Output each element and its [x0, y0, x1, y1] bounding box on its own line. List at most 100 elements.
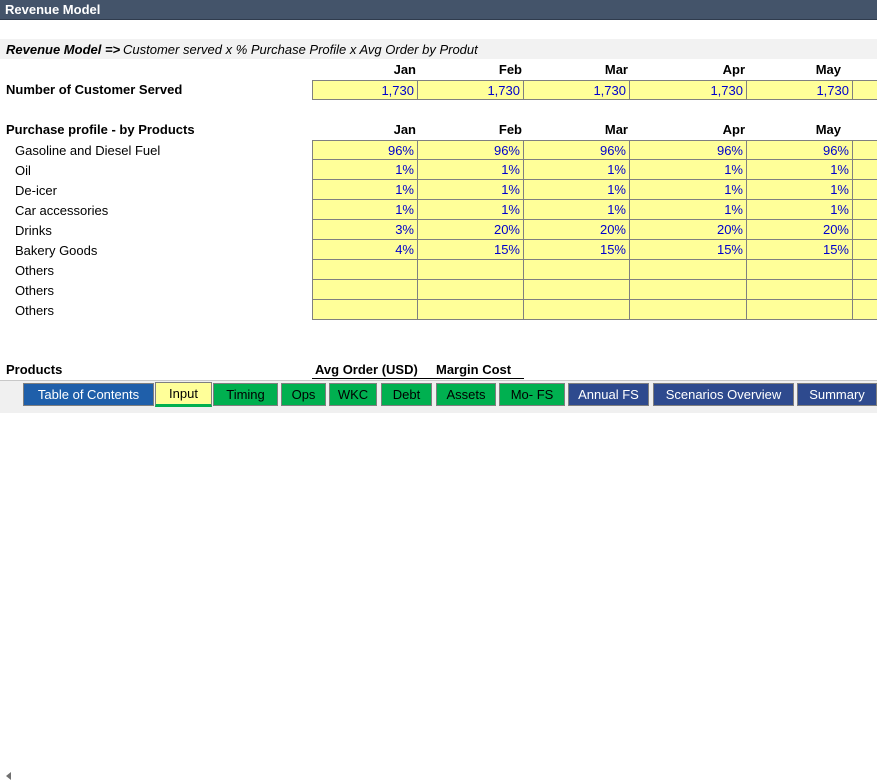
- profile-cell[interactable]: [312, 280, 418, 300]
- customers-cell-3[interactable]: 1,730: [630, 80, 747, 100]
- profile-cell[interactable]: 20%: [747, 220, 853, 240]
- profile-cell-overflow[interactable]: [853, 200, 877, 220]
- profile-cell[interactable]: 96%: [630, 140, 747, 160]
- profile-cell[interactable]: 20%: [524, 220, 630, 240]
- margin-cost-header: Margin Cost: [436, 362, 512, 377]
- profile-row-label: Car accessories: [15, 203, 109, 218]
- formula-band: Revenue Model => Customer served x % Pur…: [0, 39, 877, 59]
- profile-cell[interactable]: [747, 280, 853, 300]
- formula-bold: Revenue Model =>: [6, 42, 121, 57]
- profile-row-label: Oil: [15, 163, 31, 178]
- customers-cell-2[interactable]: 1,730: [524, 80, 630, 100]
- customers-cell-0[interactable]: 1,730: [312, 80, 418, 100]
- month-header-2-0: Jan: [393, 122, 416, 137]
- profile-cell[interactable]: [524, 280, 630, 300]
- month-header-1-2: Mar: [604, 62, 628, 77]
- profile-cell[interactable]: [418, 300, 524, 320]
- profile-cell[interactable]: [747, 300, 853, 320]
- profile-cell[interactable]: [630, 260, 747, 280]
- month-header-1-1: Feb: [498, 62, 522, 77]
- profile-cell[interactable]: 15%: [630, 240, 747, 260]
- profile-row-label: Gasoline and Diesel Fuel: [15, 143, 161, 158]
- profile-label: Purchase profile - by Products: [6, 122, 195, 137]
- profile-cell[interactable]: 20%: [418, 220, 524, 240]
- profile-cell-overflow[interactable]: [853, 240, 877, 260]
- profile-cell-overflow[interactable]: [853, 140, 877, 160]
- profile-cell[interactable]: 1%: [524, 200, 630, 220]
- profile-cell[interactable]: [630, 300, 747, 320]
- profile-cell[interactable]: [418, 280, 524, 300]
- profile-cell[interactable]: 96%: [524, 140, 630, 160]
- profile-cell[interactable]: 96%: [418, 140, 524, 160]
- profile-row-label: Bakery Goods: [15, 243, 98, 258]
- profile-cell[interactable]: 1%: [418, 200, 524, 220]
- products-header-underline: [312, 378, 524, 379]
- profile-row-label: De-icer: [15, 183, 57, 198]
- profile-cell[interactable]: 1%: [747, 200, 853, 220]
- profile-cell-overflow[interactable]: [853, 280, 877, 300]
- tab-summary[interactable]: Summary: [797, 383, 877, 406]
- profile-cell[interactable]: 15%: [524, 240, 630, 260]
- customers-cell-1[interactable]: 1,730: [418, 80, 524, 100]
- month-header-1-4: May: [815, 62, 841, 77]
- tab-mo-fs[interactable]: Mo- FS: [499, 383, 565, 406]
- profile-row-label: Drinks: [15, 223, 52, 238]
- sheet-title: Revenue Model: [5, 2, 101, 17]
- tab-input[interactable]: Input: [155, 382, 212, 407]
- profile-cell[interactable]: [312, 300, 418, 320]
- profile-cell[interactable]: [312, 260, 418, 280]
- profile-cell[interactable]: 1%: [630, 200, 747, 220]
- profile-row-label: Others: [15, 283, 55, 298]
- tab-assets[interactable]: Assets: [436, 383, 496, 406]
- tab-timing[interactable]: Timing: [213, 383, 278, 406]
- profile-cell-overflow[interactable]: [853, 220, 877, 240]
- profile-row-label: Others: [15, 263, 55, 278]
- profile-cell[interactable]: 1%: [418, 160, 524, 180]
- customers-cell-overflow[interactable]: [853, 80, 877, 100]
- tab-wkc[interactable]: WKC: [329, 383, 377, 406]
- customers-label: Number of Customer Served: [6, 82, 183, 97]
- profile-cell[interactable]: 1%: [524, 180, 630, 200]
- products-label: Products: [6, 362, 63, 377]
- tab-ops[interactable]: Ops: [281, 383, 326, 406]
- profile-cell[interactable]: 96%: [747, 140, 853, 160]
- profile-cell[interactable]: 20%: [630, 220, 747, 240]
- profile-cell[interactable]: 1%: [630, 160, 747, 180]
- tab-table-of-contents[interactable]: Table of Contents: [23, 383, 154, 406]
- profile-cell[interactable]: 1%: [312, 160, 418, 180]
- month-header-2-4: May: [815, 122, 841, 137]
- profile-cell[interactable]: 1%: [418, 180, 524, 200]
- formula-rest: Customer served x % Purchase Profile x A…: [123, 42, 478, 57]
- profile-cell[interactable]: 1%: [312, 200, 418, 220]
- tab-annual-fs[interactable]: Annual FS: [568, 383, 649, 406]
- tab-scroll-arrows-icon[interactable]: [2, 769, 16, 783]
- profile-cell[interactable]: 1%: [747, 160, 853, 180]
- month-header-2-3: Apr: [722, 122, 745, 137]
- profile-cell[interactable]: [524, 300, 630, 320]
- profile-cell[interactable]: [524, 260, 630, 280]
- tab-debt[interactable]: Debt: [381, 383, 432, 406]
- customers-cell-4[interactable]: 1,730: [747, 80, 853, 100]
- profile-cell[interactable]: 3%: [312, 220, 418, 240]
- profile-cell[interactable]: 1%: [524, 160, 630, 180]
- tab-scenarios-overview[interactable]: Scenarios Overview: [653, 383, 794, 406]
- profile-cell[interactable]: 4%: [312, 240, 418, 260]
- profile-cell[interactable]: [747, 260, 853, 280]
- month-header-1-3: Apr: [722, 62, 745, 77]
- profile-cell[interactable]: 1%: [747, 180, 853, 200]
- profile-cell[interactable]: 15%: [418, 240, 524, 260]
- profile-cell[interactable]: [630, 280, 747, 300]
- profile-cell-overflow[interactable]: [853, 300, 877, 320]
- sheet-title-bar: Revenue Model: [0, 0, 877, 20]
- month-header-2-1: Feb: [498, 122, 522, 137]
- profile-cell-overflow[interactable]: [853, 160, 877, 180]
- profile-cell[interactable]: 96%: [312, 140, 418, 160]
- profile-cell-overflow[interactable]: [853, 260, 877, 280]
- profile-cell[interactable]: [418, 260, 524, 280]
- profile-cell-overflow[interactable]: [853, 180, 877, 200]
- profile-cell[interactable]: 1%: [630, 180, 747, 200]
- profile-row-label: Others: [15, 303, 55, 318]
- profile-cell[interactable]: 1%: [312, 180, 418, 200]
- month-header-1-0: Jan: [393, 62, 416, 77]
- profile-cell[interactable]: 15%: [747, 240, 853, 260]
